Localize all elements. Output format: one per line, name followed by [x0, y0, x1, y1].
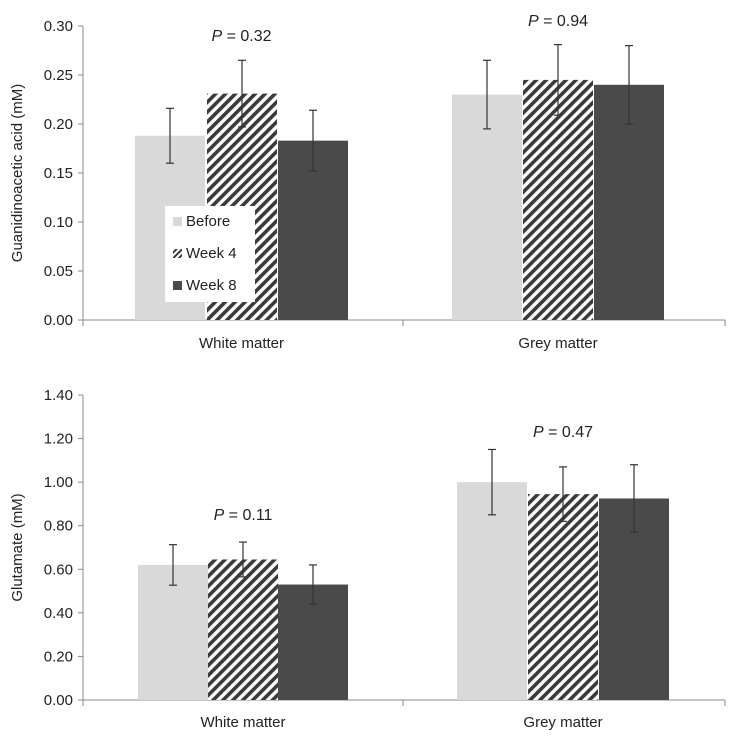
p-value-prefix: P: [528, 13, 539, 30]
p-value-text: = 0.32: [222, 28, 271, 45]
y-tick-label: 0.60: [44, 561, 73, 578]
y-tick-label: 0.00: [44, 692, 73, 709]
bar-week-4: [528, 494, 598, 700]
bar-before: [457, 482, 527, 700]
legend-label: Before: [186, 213, 230, 230]
x-category-label: White matter: [200, 714, 285, 731]
x-category-label: Grey matter: [523, 714, 602, 731]
chart-panel-glutamate: 0.00 0.20 0.40 0.60 0.80 1.00 1.20 1.40 Glutamat…: [9, 387, 726, 731]
y-axis-title: Guanidinoacetic acid (mM): [9, 84, 26, 262]
bar-week-4: [208, 559, 278, 700]
legend: Before Week 4 Week 8: [165, 206, 255, 302]
y-tick-label: 0.30: [44, 18, 73, 35]
y-axis-title: Glutamate (mM): [9, 493, 26, 601]
y-tick-label: 0.80: [44, 518, 73, 535]
y-tick-label: 0.05: [44, 263, 73, 280]
bar-before: [452, 94, 522, 320]
y-tick-label: 1.00: [44, 474, 73, 491]
y-tick-label: 0.20: [44, 648, 73, 665]
y-tick-label: 1.40: [44, 387, 73, 404]
p-value-prefix: P: [211, 28, 222, 45]
p-value-annotation: P = 0.47: [533, 424, 593, 441]
x-category-label: White matter: [199, 335, 284, 352]
p-value-annotation: P = 0.32: [211, 28, 271, 45]
y-tick-label: 0.15: [44, 165, 73, 182]
y-tick-label: 0.10: [44, 214, 73, 231]
chart-panel-guanidinoacetic-acid: 0.00 0.05 0.10 0.15 0.20 0.25 0.30 Guanidinoace…: [9, 13, 726, 352]
p-value-text: = 0.94: [539, 13, 588, 30]
legend-swatch: [173, 249, 182, 258]
x-category-label: Grey matter: [518, 335, 597, 352]
p-value-prefix: P: [533, 424, 544, 441]
p-value-prefix: P: [214, 507, 225, 524]
legend-swatch: [173, 281, 182, 290]
p-value-text: = 0.47: [544, 424, 593, 441]
p-value-annotation: P = 0.11: [214, 507, 273, 524]
p-value-annotation: P = 0.94: [528, 13, 588, 30]
bar-week-4: [523, 79, 593, 321]
p-value-text: = 0.11: [224, 507, 272, 524]
y-tick-label: 1.20: [44, 431, 73, 448]
bar-before: [138, 564, 208, 700]
legend-label: Week 4: [186, 245, 237, 262]
y-tick-label: 0.20: [44, 116, 73, 133]
legend-label: Week 8: [186, 277, 237, 294]
y-tick-label: 0.40: [44, 605, 73, 622]
legend-swatch: [173, 217, 182, 226]
y-tick-label: 0.00: [44, 312, 73, 329]
y-tick-label: 0.25: [44, 67, 73, 84]
